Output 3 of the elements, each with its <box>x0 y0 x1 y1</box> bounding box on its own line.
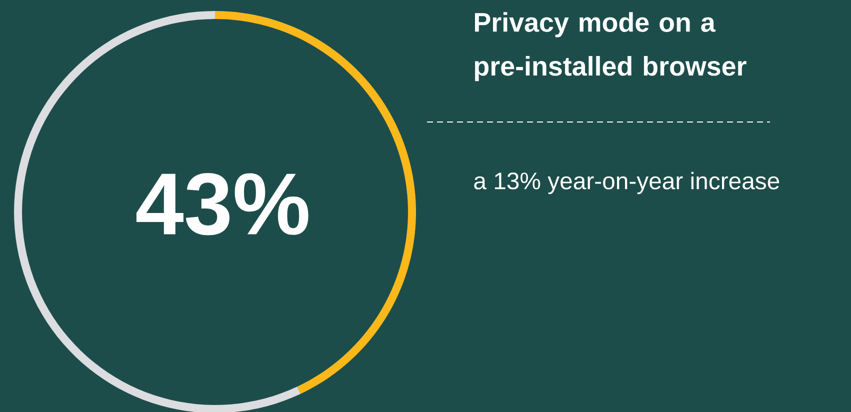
data-label: 43% <box>136 173 308 236</box>
text: a 13% year-on-year increase <box>474 172 780 194</box>
text: Privacy mode on a pre-installed browser <box>474 12 746 82</box>
